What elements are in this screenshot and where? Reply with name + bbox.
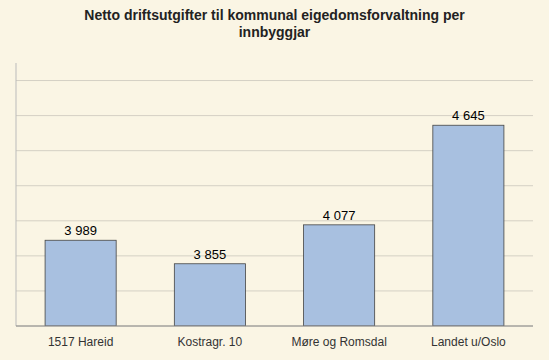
data-labels: 3 989 3 855 4 077 4 645 bbox=[64, 108, 484, 262]
title-line: Netto driftsutgifter til kommunal eigedo… bbox=[84, 7, 465, 23]
data-label: 4 077 bbox=[323, 208, 356, 223]
bar bbox=[45, 240, 116, 326]
x-tick-label: 1517 Hareid bbox=[48, 335, 113, 349]
chart-svg: Netto driftsutgifter til kommunal eigedo… bbox=[0, 0, 549, 360]
bars bbox=[45, 125, 504, 326]
background bbox=[0, 0, 549, 360]
bar bbox=[304, 225, 375, 326]
x-axis-line bbox=[16, 326, 533, 327]
x-tick-labels: 1517 Hareid Kostragr. 10 Møre og Romsdal La… bbox=[48, 335, 506, 349]
data-label: 3 989 bbox=[64, 223, 97, 238]
x-tick-label: Møre og Romsdal bbox=[291, 335, 386, 349]
plot-area bbox=[16, 63, 533, 326]
y-axis-line bbox=[16, 63, 17, 326]
title: Netto driftsutgifter til kommunal eigedo… bbox=[84, 7, 465, 40]
data-label: 4 645 bbox=[452, 108, 485, 123]
bar bbox=[174, 264, 245, 326]
data-label: 3 855 bbox=[194, 247, 227, 262]
grid-line bbox=[16, 326, 533, 327]
grid-line bbox=[16, 80, 533, 81]
x-tick-label: Kostragr. 10 bbox=[178, 335, 243, 349]
chart-container: Netto driftsutgifter til kommunal eigedo… bbox=[0, 0, 549, 360]
x-tick-label: Landet u/Oslo bbox=[431, 335, 506, 349]
bar bbox=[433, 125, 504, 326]
title-line: innbyggjar bbox=[239, 24, 311, 40]
